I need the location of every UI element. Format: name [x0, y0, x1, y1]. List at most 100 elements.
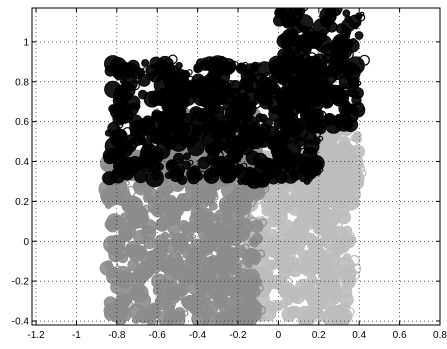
fractal-curl	[164, 58, 174, 68]
fractal-curl	[125, 185, 137, 197]
fractal-curl	[160, 254, 170, 263]
fractal-curl	[109, 259, 119, 269]
fractal-curl	[241, 243, 250, 252]
fractal-curl	[308, 158, 318, 169]
fractal-point	[174, 285, 183, 293]
fractal-point	[275, 87, 290, 101]
fractal-point	[146, 315, 157, 325]
fractal-curl	[285, 31, 291, 38]
x-tick-label: 0.2	[312, 330, 326, 341]
fractal-point	[244, 167, 259, 182]
fractal-point	[103, 296, 118, 310]
fractal-curl	[130, 244, 137, 250]
fractal-point	[180, 113, 194, 127]
fractal-curl	[157, 110, 164, 117]
fractal-point	[168, 293, 176, 301]
y-tick-label: -0.2	[12, 277, 30, 288]
fractal-point	[318, 276, 338, 296]
fractal-curl	[325, 17, 331, 22]
fractal-point	[130, 283, 149, 303]
fractal-curl	[274, 227, 284, 237]
fractal-point	[290, 226, 305, 240]
fractal-point	[330, 306, 341, 317]
fractal-curl	[259, 218, 268, 227]
fractal-point	[278, 282, 297, 300]
fractal-curl	[266, 172, 274, 180]
fractal-point	[262, 117, 273, 128]
fractal-curl	[317, 135, 324, 142]
fractal-point	[202, 298, 211, 307]
fractal-point	[265, 259, 277, 271]
fractal-curl	[257, 249, 266, 258]
fractal-point	[162, 100, 177, 115]
fractal-point	[216, 245, 234, 263]
fractal-curl	[158, 151, 164, 157]
fractal-point	[238, 217, 248, 227]
fractal-curl	[307, 177, 313, 182]
fractal-curl	[250, 296, 258, 304]
fractal-curl	[318, 167, 324, 173]
fractal-point	[199, 60, 211, 71]
fractal-point	[239, 122, 249, 132]
fractal-curl	[202, 113, 208, 119]
fractal-point	[329, 40, 349, 60]
fractal-point	[177, 175, 188, 186]
fractal-curl	[327, 99, 333, 106]
fractal-point	[138, 269, 146, 276]
fractal-point	[193, 185, 206, 198]
fractal-curl	[347, 232, 355, 240]
fractal-curl	[351, 263, 362, 274]
fractal-point	[104, 202, 112, 210]
fractal-point	[319, 144, 332, 157]
fractal-point	[187, 171, 201, 185]
x-tick-label: -0.4	[189, 330, 207, 341]
fractal-point	[141, 59, 150, 68]
fractal-curl	[114, 265, 122, 273]
fractal-curl	[337, 8, 343, 13]
x-tick-label: -1.2	[27, 330, 45, 341]
fractal-point	[154, 188, 166, 200]
fractal-point	[119, 81, 136, 99]
fractal-point	[220, 124, 237, 141]
fractal-curl	[132, 74, 143, 84]
axis-ticks	[32, 8, 441, 325]
fractal-point	[313, 288, 326, 302]
y-tick-label: 1	[23, 37, 29, 48]
fractal-curl	[222, 268, 234, 280]
axes-frame	[31, 7, 441, 326]
fractal-point	[172, 69, 189, 86]
fractal-curl	[237, 226, 246, 236]
fractal-point	[341, 109, 351, 119]
fractal-point	[218, 195, 237, 214]
fractal-curl	[308, 234, 315, 241]
fractal-point	[189, 211, 206, 229]
fractal-curl	[333, 61, 339, 67]
fractal-curl	[191, 234, 196, 239]
x-tick-label: 0	[276, 330, 282, 341]
plot-area	[98, 8, 370, 325]
fractal-point	[295, 14, 314, 32]
fractal-point	[210, 138, 225, 154]
fractal-curl	[127, 137, 139, 149]
fractal-point	[339, 309, 348, 318]
fractal-point	[290, 189, 304, 202]
fractal-point	[228, 99, 237, 108]
fractal-point	[296, 212, 312, 228]
fractal-point	[297, 314, 310, 325]
fractal-point	[205, 188, 218, 200]
fractal-curl	[201, 266, 210, 275]
fractal-point	[113, 244, 128, 260]
fractal-point	[354, 31, 364, 40]
fractal-point	[288, 153, 306, 171]
fractal-point	[250, 61, 260, 71]
fractal-point	[239, 312, 257, 325]
fractal-point	[266, 162, 282, 178]
fractal-point	[352, 199, 361, 207]
fractal-point	[129, 120, 145, 136]
fractal-curl	[242, 61, 249, 68]
y-tick-label: -0.4	[12, 317, 30, 328]
fractal-point	[256, 76, 274, 94]
fractal-point	[243, 297, 255, 309]
fractal-curl	[287, 8, 298, 11]
